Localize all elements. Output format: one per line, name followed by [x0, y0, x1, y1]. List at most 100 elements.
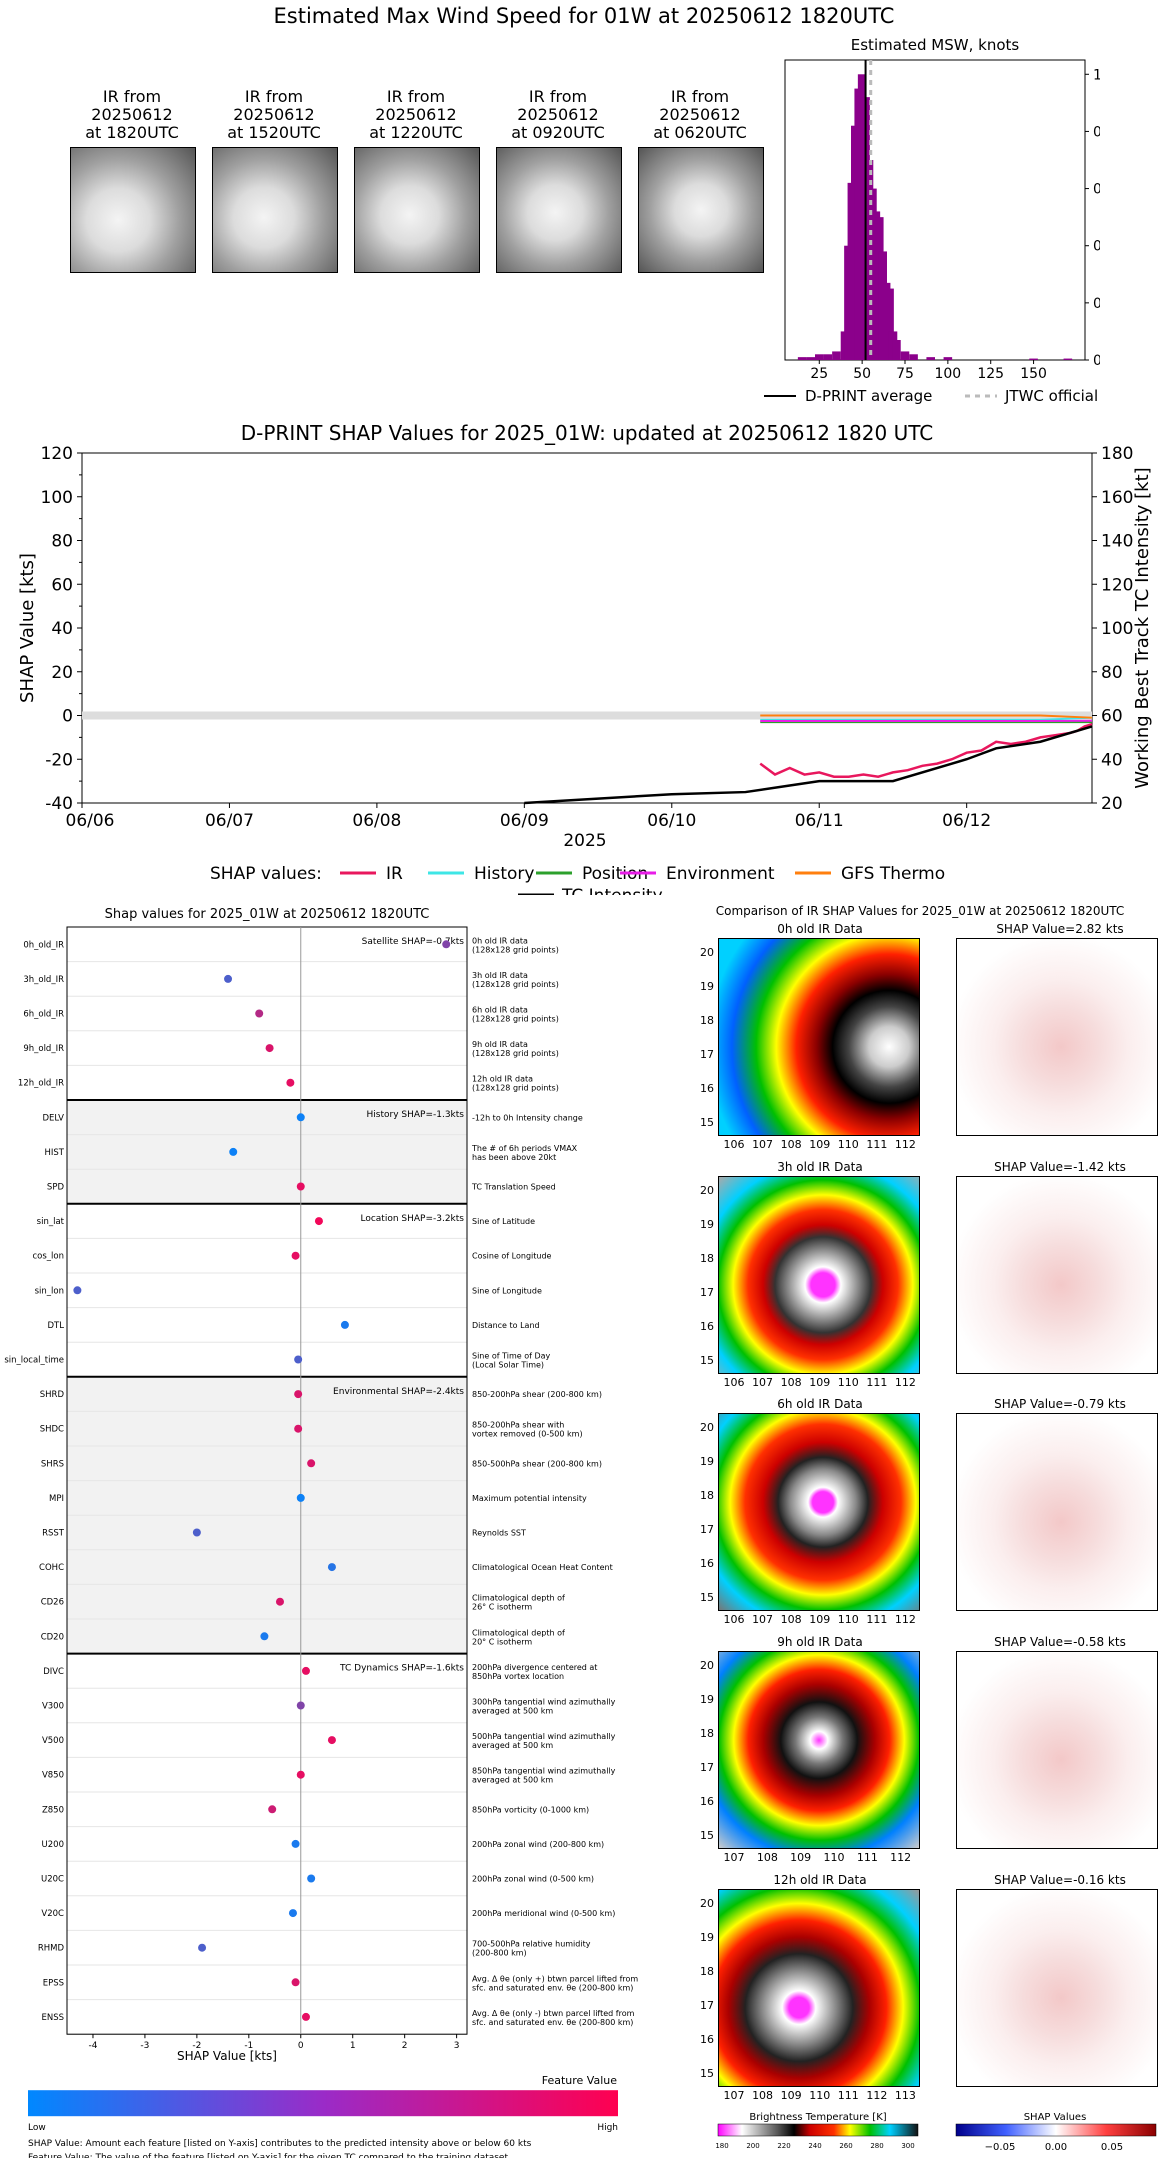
feature-x-tick-label: -2 — [192, 2041, 201, 2051]
ir-y-tick-label: 20 — [700, 1897, 714, 1910]
histogram-bar — [892, 340, 901, 360]
bt-tick-label: 260 — [839, 2142, 852, 2150]
ir-x-tick-label: 110 — [837, 1376, 859, 1389]
feature-name: CD20 — [41, 1632, 64, 1642]
shap-tick-label: −0.05 — [985, 2142, 1016, 2153]
ir-y-tick-label: 17 — [700, 1048, 714, 1061]
ir-y-tick-label: 15 — [700, 1829, 714, 1842]
histogram-x-tick-label: 125 — [977, 366, 1004, 382]
feature-name: U20C — [41, 1875, 64, 1885]
feature-name: 0h_old_IR — [23, 940, 64, 950]
shap-attribution-image — [956, 938, 1158, 1136]
feature-shap-dot — [327, 1563, 336, 1572]
feature-description: (128x128 grid points) — [472, 980, 559, 989]
feature-description: 850-200hPa shear (200-800 km) — [472, 1390, 602, 1399]
feature-shap-dot — [288, 1909, 297, 1918]
feature-name: SHRS — [41, 1459, 64, 1469]
feature-description: Avg. Δ θe (only -) btwn parcel lifted fr… — [472, 2009, 635, 2018]
histogram-y-tick-label: 1.0 — [1093, 67, 1100, 83]
feature-description: sfc. and saturated env. θe (200-800 km) — [472, 2018, 633, 2027]
feature-description: Maximum potential intensity — [472, 1494, 587, 1503]
shap-tick-label: 0.00 — [1045, 2142, 1067, 2153]
ir-x-tick-label: 111 — [866, 1613, 888, 1626]
thumbnail-title-line: IR from — [528, 87, 588, 106]
msw-histogram: Estimated MSW, knots 25 50 75 100 125 150 0.0 0.… — [764, 36, 1100, 405]
feature-shap-dot — [294, 1390, 303, 1399]
feature-x-tick-label: 2 — [402, 2041, 408, 2051]
ir-x-tick-label: 107 — [752, 1376, 774, 1389]
histogram-x-tick-label: 75 — [896, 366, 914, 382]
group-label: Satellite SHAP=-0.7kts — [362, 937, 465, 947]
x-tick-label: 06/09 — [500, 811, 549, 831]
ir-x-tick-label: 107 — [752, 1613, 774, 1626]
feature-name: COHC — [39, 1563, 64, 1573]
ir-y-tick-label: 18 — [700, 1489, 714, 1502]
feature-name: Z850 — [42, 1805, 64, 1815]
feature-description: 850hPa tangential wind azimuthally — [472, 1767, 616, 1776]
feature-description: 850hPa vorticity (0-1000 km) — [472, 1805, 589, 1814]
ir-y-tick-label: 15 — [700, 1591, 714, 1604]
ir-colorbars: Brightness Temperature [K] 180 200 220 240 26… — [715, 2112, 1157, 2153]
feature-frame — [66, 926, 468, 2035]
thumbnail-title-line: IR from — [244, 87, 304, 106]
right-tick-label: 160 — [1101, 488, 1133, 508]
ir-x-tick-label: 109 — [809, 1613, 831, 1626]
colorbar-title: Feature Value — [542, 2074, 618, 2087]
feature-name: V20C — [41, 1909, 64, 1919]
ir-x-tick-label: 112 — [894, 1376, 916, 1389]
feature-shap-dot — [291, 1839, 300, 1848]
ir-y-tick-label: 20 — [700, 1659, 714, 1672]
ir-image-title: 9h old IR Data — [777, 1635, 863, 1649]
ir-y-tick-label: 16 — [700, 1557, 714, 1570]
ir-x-tick-label: 111 — [866, 1376, 888, 1389]
feature-name: V300 — [42, 1702, 64, 1712]
shap-attribution-image — [956, 1413, 1158, 1611]
feature-name: sin_lat — [37, 1217, 65, 1227]
thumbnail-title-line: 20250612 — [91, 105, 173, 124]
shap-attribution-image — [956, 1889, 1158, 2087]
histogram-x-tick-label: 50 — [853, 366, 871, 382]
footnote-feature: Feature Value: The value of the feature … — [28, 2153, 508, 2158]
thumbnail-title-line: IR from — [670, 87, 730, 106]
ir-x-tick-label: 108 — [780, 1613, 802, 1626]
feature-x-tick-label: 0 — [298, 2041, 304, 2051]
bt-tick-label: 240 — [808, 2142, 821, 2150]
colorbar-high-label: High — [597, 2123, 618, 2133]
histogram-bar — [909, 354, 918, 360]
x-tick-label: 06/11 — [795, 811, 844, 831]
main-title: Estimated Max Wind Speed for 01W at 2025… — [273, 4, 895, 28]
ir-thumbnail-image — [638, 147, 764, 273]
ir-image — [718, 1176, 920, 1374]
feature-shap-dot — [442, 940, 451, 949]
right-tick-label: 140 — [1101, 532, 1133, 552]
feature-description: 200hPa zonal wind (200-800 km) — [472, 1840, 604, 1849]
group-label: Environmental SHAP=-2.4kts — [333, 1387, 464, 1397]
series-line-gfs-thermo — [760, 714, 1093, 719]
feature-shap-dot — [301, 1666, 310, 1675]
feature-description: vortex removed (0-500 km) — [472, 1430, 583, 1439]
thumbnail-title-line: 20250612 — [517, 105, 599, 124]
ir-y-tick-label: 19 — [700, 980, 714, 993]
legend-label-tc: TC Intensity — [561, 886, 663, 895]
feature-description: 26° C isotherm — [472, 1603, 532, 1612]
ir-x-tick-label: 108 — [756, 1851, 778, 1864]
ir-y-tick-label: 19 — [700, 1693, 714, 1706]
histogram-y-tick-label: 0.2 — [1093, 296, 1100, 312]
feature-shap-dot — [296, 1493, 305, 1502]
bt-tick-label: 200 — [746, 2142, 759, 2150]
feature-shap-dot — [296, 1770, 305, 1779]
right-tick-label: 40 — [1101, 750, 1123, 770]
ir-x-tick-label: 112 — [894, 1138, 916, 1151]
bt-tick-label: 180 — [715, 2142, 728, 2150]
feature-description: 850-200hPa shear with — [472, 1421, 564, 1430]
feature-name: sin_lon — [35, 1286, 64, 1296]
shap-image-title: SHAP Value=-0.16 kts — [994, 1873, 1126, 1887]
legend-jtwc-label: JTWC official — [1004, 387, 1098, 405]
feature-description: 500hPa tangential wind azimuthally — [472, 1732, 616, 1741]
histogram-bar — [823, 354, 833, 360]
shap-tick-label: 0.05 — [1101, 2142, 1123, 2153]
feature-description: 850hPa vortex location — [472, 1672, 564, 1681]
ir-x-tick-label: 106 — [723, 1613, 745, 1626]
feature-name: SPD — [47, 1183, 65, 1193]
feature-shap-dot — [307, 1874, 316, 1883]
